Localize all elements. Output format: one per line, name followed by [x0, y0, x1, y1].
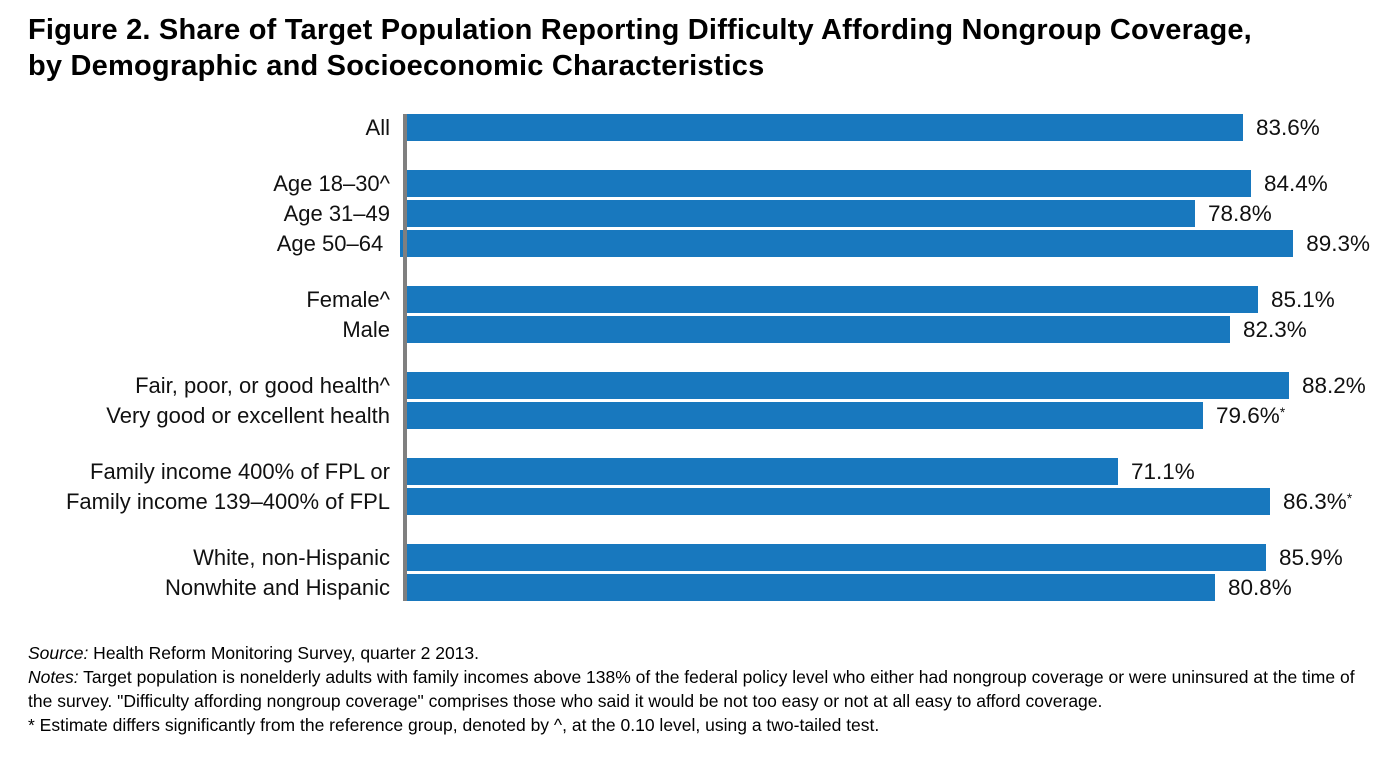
value-label: 78.8% — [1208, 201, 1272, 226]
bar-area: 71.1% — [407, 458, 1370, 485]
bar-chart: All 83.6% Age 18–30^ 84.4% Age 31–49 78.8% Age… — [0, 114, 1370, 601]
bar — [407, 372, 1289, 399]
value-label: 86.3%* — [1283, 489, 1353, 514]
bar-row: Family income 400% of FPL or 71.1% — [28, 458, 1370, 485]
value-label: 84.4% — [1264, 171, 1328, 196]
bar — [407, 488, 1270, 515]
category-label: Family income 139–400% of FPL — [65, 489, 390, 514]
value-label: 79.6%* — [1216, 403, 1286, 428]
bar-area: 79.6%* — [407, 402, 1370, 429]
category-label: Age 31–49 — [283, 201, 390, 226]
bar-area: 78.8% — [407, 200, 1370, 227]
bar-row: Male 82.3% — [28, 316, 1370, 343]
source-note: Source: Health Reform Monitoring Survey,… — [28, 641, 1370, 665]
category-label: All — [365, 115, 390, 140]
bar-group: White, non-Hispanic 85.9% Nonwhite and His… — [28, 544, 1370, 601]
category-label: White, non-Hispanic — [193, 545, 390, 570]
bar-row: Age 31–49 78.8% — [28, 200, 1370, 227]
category-label: Very good or excellent health — [106, 403, 390, 428]
notes-text: Target population is nonelderly adults w… — [28, 667, 1355, 711]
bar-row: Very good or excellent health 79.6%* — [28, 402, 1370, 429]
notes-note: Notes: Target population is nonelderly a… — [28, 665, 1370, 713]
bar — [407, 170, 1251, 197]
bar-area: 85.1% — [407, 286, 1370, 313]
bar-row: Age 18–30^ 84.4% — [28, 170, 1370, 197]
bar — [407, 458, 1118, 485]
category-label: Family income 400% of FPL or — [90, 459, 390, 484]
bar-area: 85.9% — [407, 544, 1370, 571]
bar-area: 89.3% — [400, 230, 1370, 257]
page-title: Figure 2. Share of Target Population Rep… — [28, 14, 1252, 82]
value-label: 83.6% — [1256, 115, 1320, 140]
notes-label: Notes: — [28, 667, 79, 687]
figure-page: Figure 2. Share of Target Population Rep… — [0, 14, 1370, 737]
bar — [407, 114, 1243, 141]
value-label: 80.8% — [1228, 575, 1292, 600]
bar-row: Nonwhite and Hispanic 80.8% — [28, 574, 1370, 601]
bar — [407, 402, 1203, 429]
significance-asterisk: * — [1279, 404, 1286, 420]
bar-chart-rows: All 83.6% Age 18–30^ 84.4% Age 31–49 78.8% Age… — [28, 114, 1370, 601]
y-axis-line — [403, 114, 407, 601]
bar-area: 84.4% — [407, 170, 1370, 197]
value-label: 88.2% — [1302, 373, 1366, 398]
value-label: 85.1% — [1271, 287, 1335, 312]
bar-group: Age 18–30^ 84.4% Age 31–49 78.8% Age 50–64 89… — [28, 170, 1370, 257]
bar-row: Female^ 85.1% — [28, 286, 1370, 313]
category-label: Male — [342, 317, 390, 342]
bar-area: 88.2% — [407, 372, 1370, 399]
category-label: Fair, poor, or good health^ — [135, 373, 390, 398]
bar-group: Fair, poor, or good health^ 88.2% Very goo… — [28, 372, 1370, 429]
source-label: Source: — [28, 643, 89, 663]
bar-group: Family income 400% of FPL or 71.1% Family … — [28, 458, 1370, 515]
bar-row: White, non-Hispanic 85.9% — [28, 544, 1370, 571]
category-label: Age 50–64 — [276, 231, 384, 256]
significance-asterisk: * — [1346, 490, 1353, 506]
bar — [407, 574, 1215, 601]
value-label: 82.3% — [1243, 317, 1307, 342]
bar — [400, 230, 1294, 257]
category-label: Nonwhite and Hispanic — [164, 575, 390, 600]
bar-area: 86.3%* — [407, 488, 1370, 515]
source-text: Health Reform Monitoring Survey, quarter… — [88, 643, 480, 663]
bar-row: Fair, poor, or good health^ 88.2% — [28, 372, 1370, 399]
bar-group: All 83.6% — [28, 114, 1370, 141]
bar — [407, 200, 1195, 227]
value-label: 89.3% — [1306, 231, 1370, 256]
bar-area: 80.8% — [407, 574, 1370, 601]
value-label: 85.9% — [1279, 545, 1343, 570]
significance-note: * Estimate differs significantly from th… — [28, 715, 880, 735]
bar — [407, 544, 1266, 571]
bar — [407, 316, 1230, 343]
footnotes: Source: Health Reform Monitoring Survey,… — [28, 641, 1370, 737]
category-label: Female^ — [306, 287, 390, 312]
bar — [407, 286, 1258, 313]
bar-area: 82.3% — [407, 316, 1370, 343]
bar-row: Age 50–64 89.3% — [28, 230, 1370, 257]
bar-row: Family income 139–400% of FPL 86.3%* — [28, 488, 1370, 515]
bar-area: 83.6% — [407, 114, 1370, 141]
bar-row: All 83.6% — [28, 114, 1370, 141]
category-label: Age 18–30^ — [273, 171, 390, 196]
bar-group: Female^ 85.1% Male 82.3% — [28, 286, 1370, 343]
value-label: 71.1% — [1131, 459, 1195, 484]
